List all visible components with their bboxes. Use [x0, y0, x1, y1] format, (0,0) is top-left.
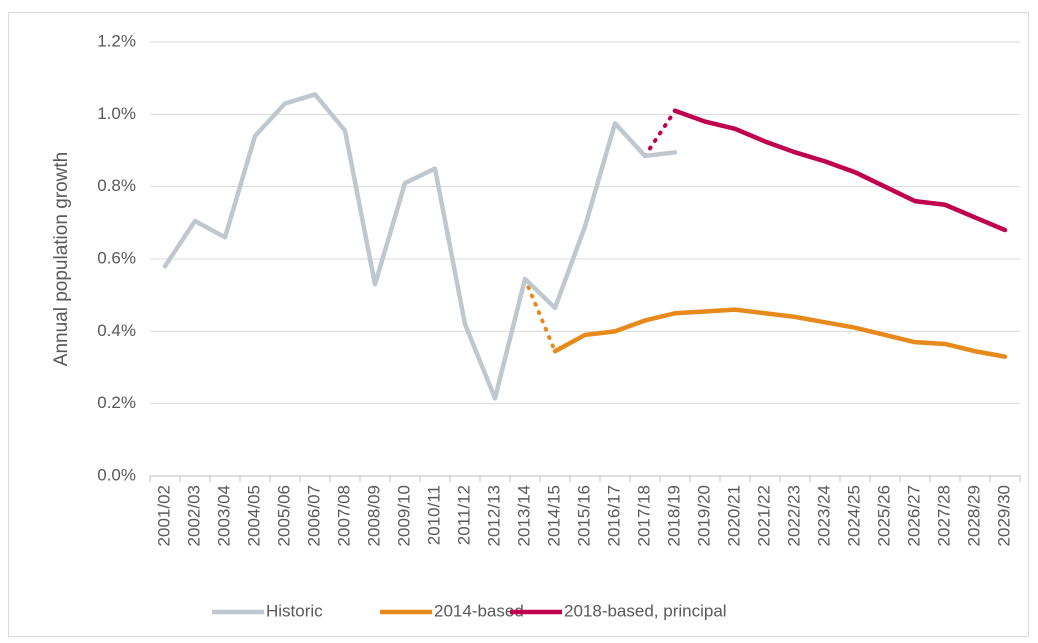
x-tick-label: 2023/24 [814, 485, 833, 546]
x-tick-label: 2009/10 [394, 485, 413, 546]
chart-border [8, 12, 1029, 637]
x-tick-label: 2024/25 [844, 485, 863, 546]
x-tick-label: 2013/14 [514, 485, 533, 546]
x-tick-label: 2002/03 [184, 485, 203, 546]
y-tick-label: 0.8% [97, 176, 136, 195]
y-axis-title: Annual population growth [51, 152, 72, 366]
series-line [162, 92, 678, 401]
x-tick-label: 2016/17 [604, 485, 623, 546]
x-tick-label: 2008/09 [364, 485, 383, 546]
x-tick-label: 2014/15 [544, 485, 563, 546]
x-tick-label: 2003/04 [214, 485, 233, 546]
x-tick-label: 2006/07 [304, 485, 323, 546]
legend-label: 2018-based, principal [564, 601, 727, 620]
x-tick-label: 2015/16 [574, 485, 593, 546]
x-tick-label: 2011/12 [454, 485, 473, 545]
y-tick-label: 0.4% [97, 321, 136, 340]
x-tick-label: 2027/28 [934, 485, 953, 546]
connector-line [643, 108, 677, 158]
series-line [672, 108, 1008, 233]
legend-label: 2014-based [434, 601, 524, 620]
x-tick-label: 2020/21 [724, 485, 743, 546]
x-tick-label: 2022/23 [784, 485, 803, 546]
x-tick-label: 2017/18 [634, 485, 653, 546]
series-line [552, 307, 1008, 359]
y-tick-label: 1.2% [97, 31, 136, 50]
x-tick-label: 2018/19 [664, 485, 683, 546]
y-tick-label: 0.6% [97, 248, 136, 267]
x-tick-label: 2005/06 [274, 485, 293, 546]
x-tick-label: 2026/27 [904, 485, 923, 546]
x-tick-label: 2025/26 [874, 485, 893, 546]
connector-line [523, 276, 557, 354]
x-tick-label: 2010/11 [424, 485, 443, 545]
y-tick-label: 0.0% [97, 465, 136, 484]
x-tick-label: 2019/20 [694, 485, 713, 546]
y-tick-label: 0.2% [97, 393, 136, 412]
x-tick-label: 2029/30 [994, 485, 1013, 546]
x-tick-label: 2028/29 [964, 485, 983, 546]
x-tick-label: 2001/02 [154, 485, 173, 546]
x-tick-label: 2021/22 [754, 485, 773, 546]
legend-label: Historic [266, 601, 323, 620]
x-tick-label: 2004/05 [244, 485, 263, 546]
x-tick-label: 2007/08 [334, 485, 353, 546]
y-tick-label: 1.0% [97, 104, 136, 123]
x-tick-label: 2012/13 [484, 485, 503, 546]
